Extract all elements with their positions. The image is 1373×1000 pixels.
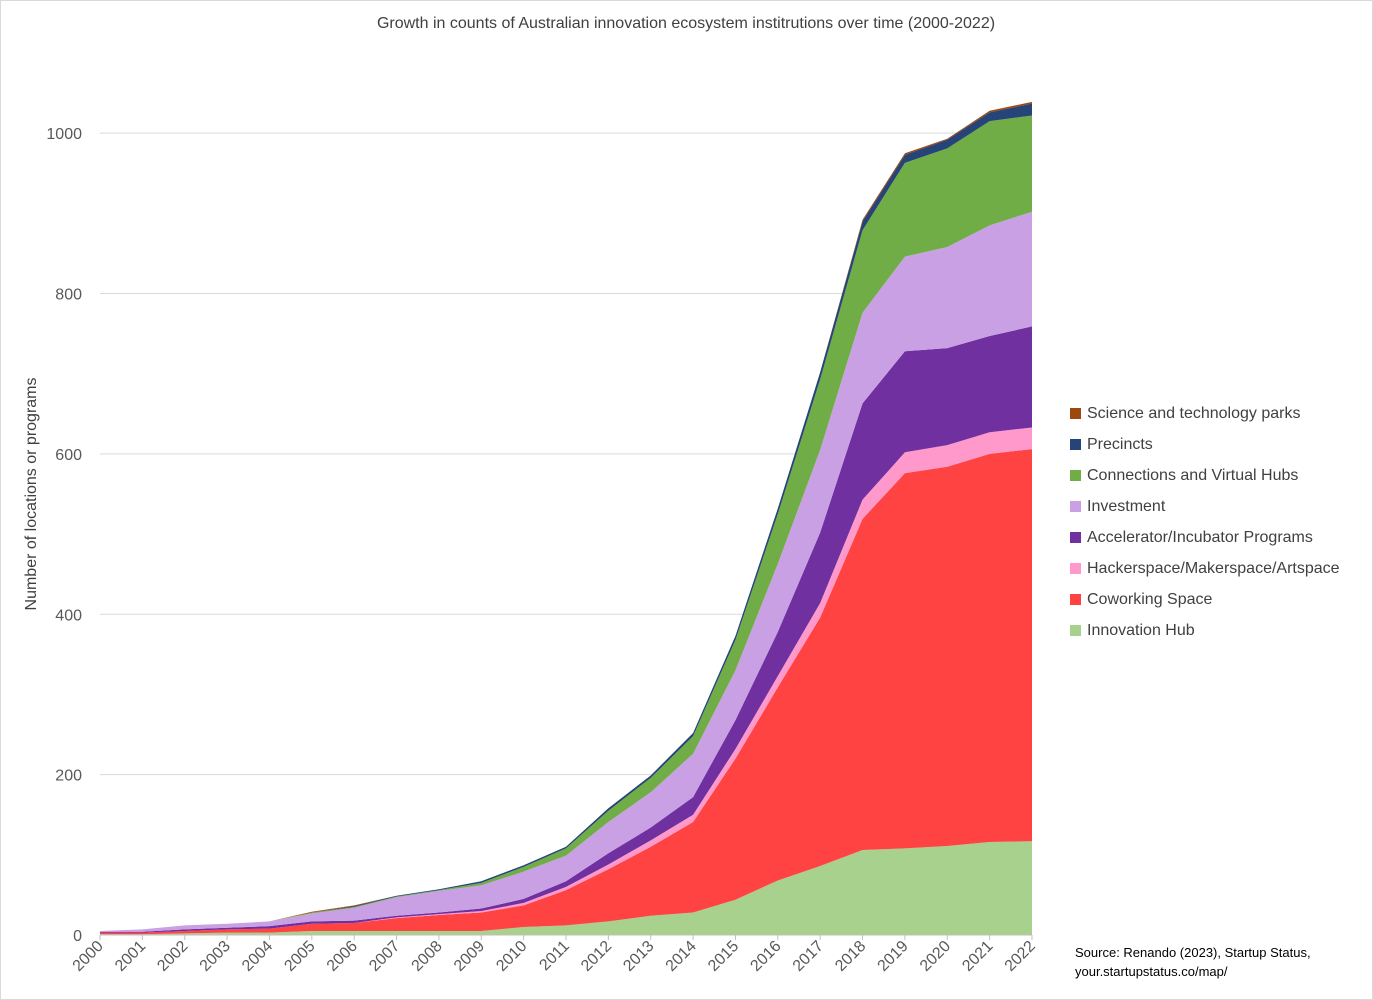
y-tick-label: 600 [55,447,82,464]
area-connections-and-virtual-hubs [100,115,1032,931]
y-tick-label: 200 [55,768,82,785]
legend-item: Science and technology parks [1070,398,1340,429]
x-tick-label: 2014 [663,938,700,975]
x-tick-label: 2022 [1002,938,1039,975]
x-tick-label: 2003 [197,938,234,975]
legend-item: Coworking Space [1070,584,1340,615]
x-tick-label: 2008 [409,938,446,975]
chart-legend: Science and technology parks Precincts Con… [1070,398,1340,646]
y-tick-label: 0 [73,928,82,945]
legend-swatch [1070,563,1081,574]
legend-swatch [1070,439,1081,450]
legend-label: Connections and Virtual Hubs [1087,466,1299,484]
x-tick-label: 2002 [154,938,191,975]
x-tick-label: 2005 [281,938,318,975]
x-tick-label: 2016 [747,938,784,975]
x-tick-label: 2021 [959,938,996,975]
x-tick-label: 2019 [875,938,912,975]
y-axis-label: Number of locations or programs [23,378,40,611]
y-tick-label: 800 [55,287,82,304]
y-tick-label: 1000 [46,126,82,143]
legend-item: Accelerator/Incubator Programs [1070,522,1340,553]
legend-item: Investment [1070,491,1340,522]
legend-swatch [1070,408,1081,419]
x-tick-label: 2010 [493,938,530,975]
source-note: Source: Renando (2023), Startup Status, … [1075,943,1355,981]
area-accelerator-incubator-programs [100,326,1032,933]
legend-item: Hackerspace/Makerspace/Artspace [1070,553,1340,584]
x-tick-label: 2004 [239,938,276,975]
area-series [100,101,1032,935]
x-tick-label: 2011 [536,938,572,974]
x-tick-label: 2001 [112,938,149,975]
legend-label: Accelerator/Incubator Programs [1087,528,1313,546]
x-tick-label: 2020 [917,938,954,975]
x-tick-label: 2017 [790,938,827,975]
legend-label: Investment [1087,497,1166,515]
legend-label: Hackerspace/Makerspace/Artspace [1087,559,1340,577]
x-tick-label: 2015 [705,938,742,975]
legend-label: Innovation Hub [1087,621,1195,639]
x-tick-label: 2009 [451,938,488,975]
y-tick-label: 400 [55,607,82,624]
source-line-1: Source: Renando (2023), Startup Status, [1075,945,1311,960]
x-tick-label: 2007 [366,938,403,975]
legend-swatch [1070,594,1081,605]
x-tick-label: 2006 [324,938,361,975]
legend-item: Innovation Hub [1070,615,1340,646]
x-tick-label: 2012 [578,938,615,975]
legend-swatch [1070,501,1081,512]
source-line-2: your.startupstatus.co/map/ [1075,964,1228,979]
legend-item: Connections and Virtual Hubs [1070,460,1340,491]
x-tick-label: 2018 [832,938,869,975]
legend-item: Precincts [1070,429,1340,460]
legend-swatch [1070,470,1081,481]
legend-label: Precincts [1087,435,1153,453]
area-investment [100,211,1032,932]
area-innovation-hub [100,841,1032,935]
x-tick-label: 2013 [620,938,657,975]
chart-title: Growth in counts of Australian innovatio… [377,15,995,32]
legend-label: Science and technology parks [1087,404,1301,422]
area-coworking-space [100,449,1032,935]
legend-swatch [1070,532,1081,543]
legend-swatch [1070,625,1081,636]
legend-label: Coworking Space [1087,590,1213,608]
